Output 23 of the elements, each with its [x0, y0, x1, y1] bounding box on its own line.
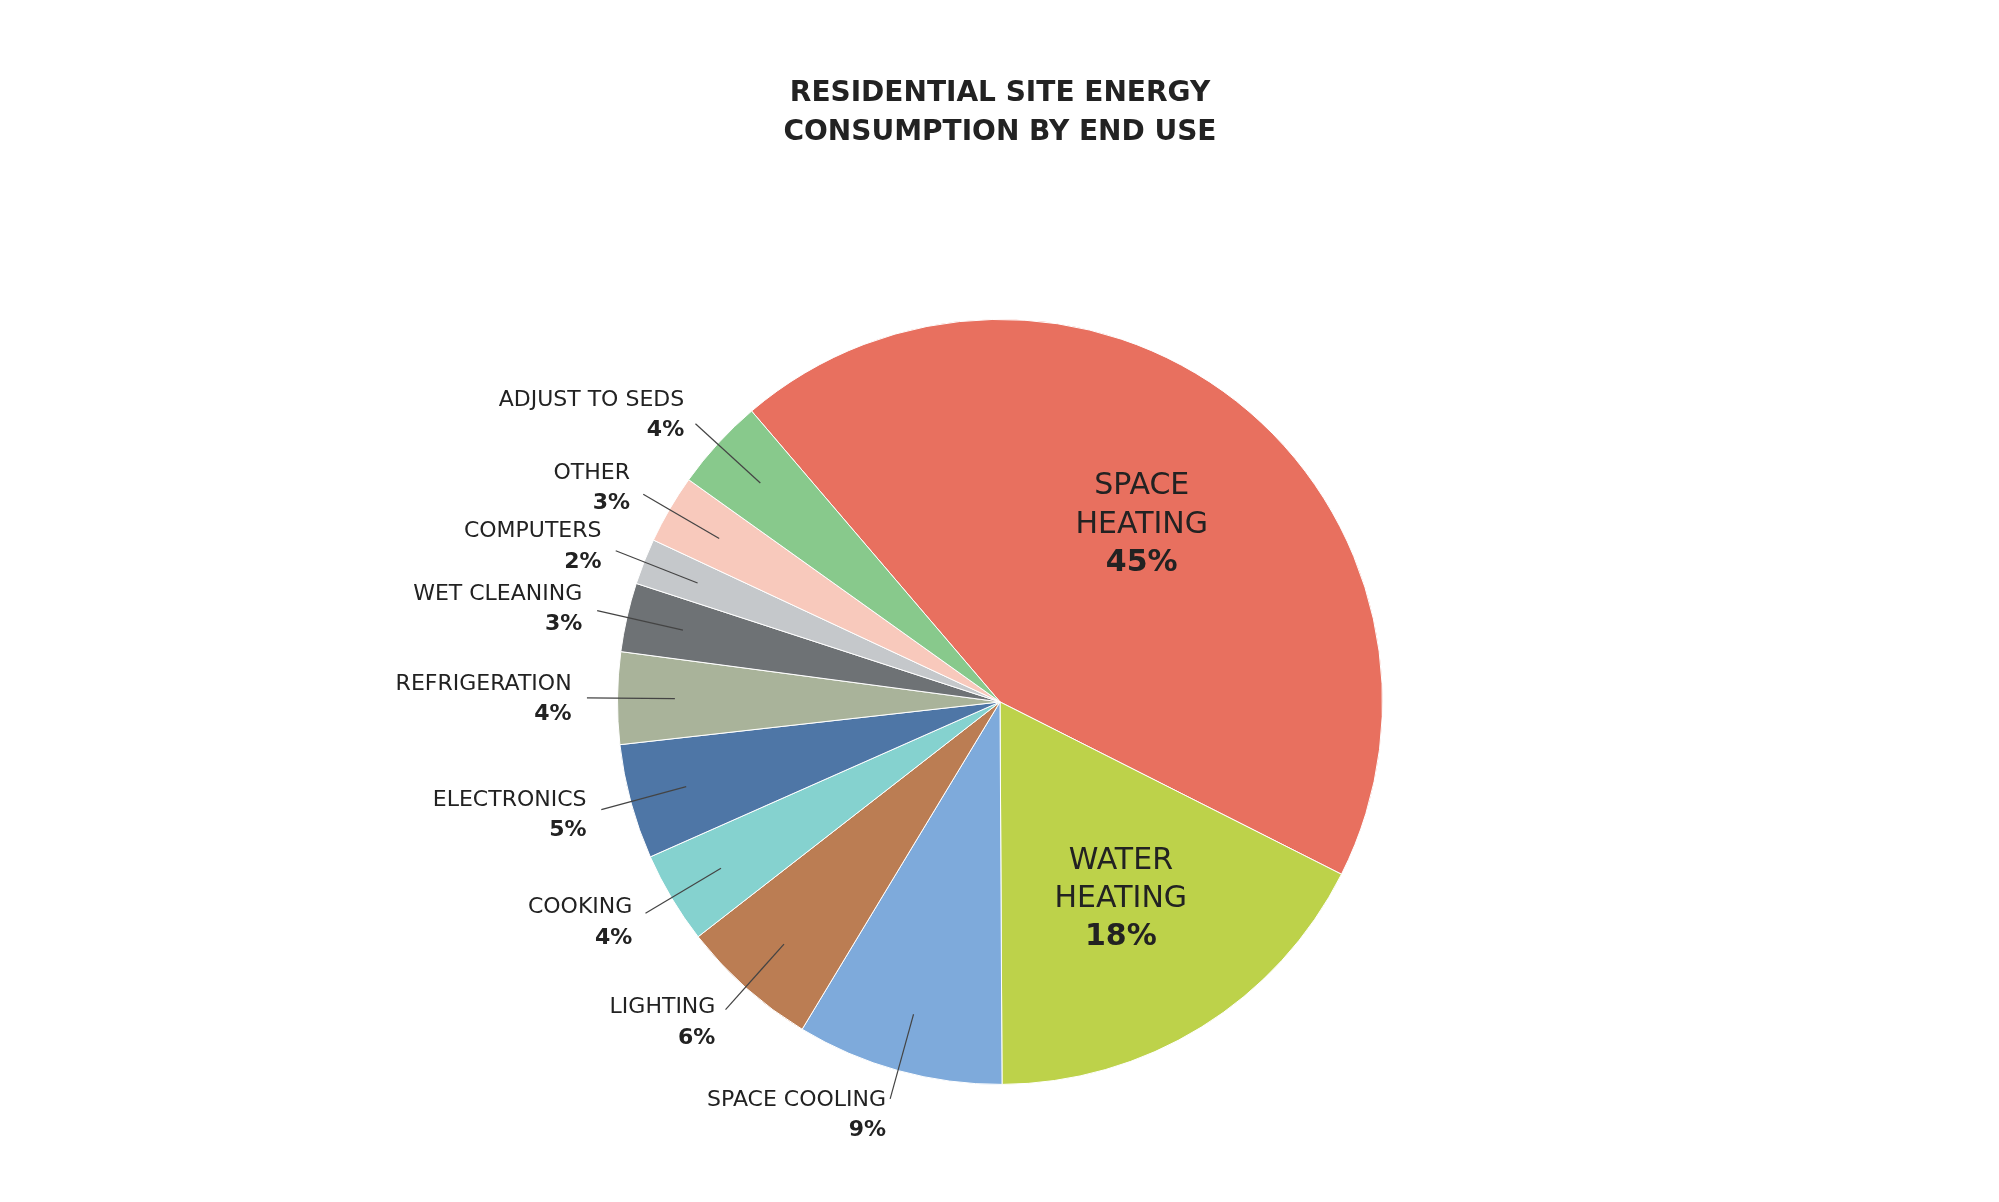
data-label: 18%	[1084, 917, 1157, 953]
slice-label: OTHER	[553, 458, 631, 484]
slice-label: WATER HEATING	[1054, 840, 1188, 914]
data-label: 5%	[549, 816, 587, 842]
data-label: 3%	[544, 610, 583, 636]
data-label: 4%	[646, 416, 685, 442]
slice-label: REFRIGERATION	[395, 669, 572, 695]
data-label: 6%	[678, 1023, 716, 1049]
data-label: 4%	[595, 923, 633, 949]
slice-label: SPACE COOLING	[707, 1085, 887, 1111]
slice-label: ELECTRONICS	[432, 785, 587, 811]
slice-label: LIGHTING	[609, 993, 716, 1019]
data-label: 9%	[848, 1116, 887, 1142]
slice-label: COMPUTERS	[463, 517, 602, 543]
slice-label: WET CLEANING	[413, 579, 583, 605]
data-label: 4%	[534, 700, 572, 726]
slice-label: COOKING	[527, 893, 633, 919]
slice-label: ADJUST TO SEDS	[498, 385, 685, 411]
data-label: 2%	[564, 547, 602, 573]
data-label: 3%	[592, 489, 631, 515]
slice-label: SPACE HEATING	[1075, 466, 1209, 540]
data-label: 45%	[1105, 542, 1178, 578]
chart-title: RESIDENTIAL SITE ENERGY CONSUMPTION BY END USE	[783, 75, 1217, 147]
